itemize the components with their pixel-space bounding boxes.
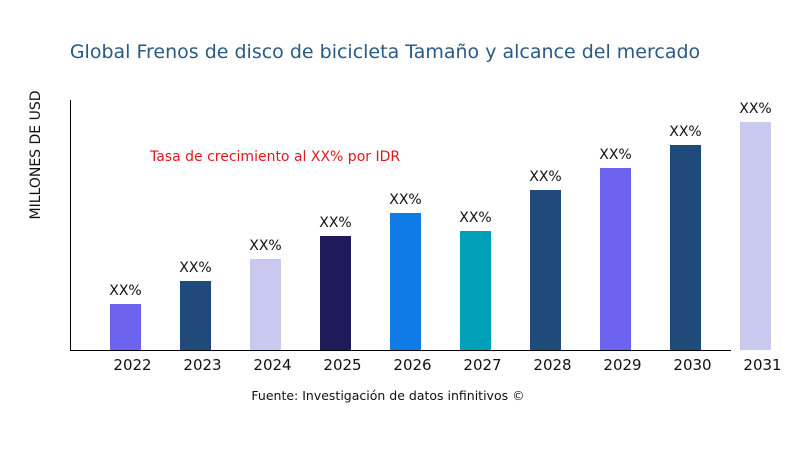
y-axis-label: MILLONES DE USD: [28, 91, 44, 220]
data-label-2022: XX%: [109, 283, 141, 299]
chart-title: Global Frenos de disco de bicicleta Tama…: [70, 41, 700, 63]
data-label-2029: XX%: [599, 147, 631, 163]
data-label-2028: XX%: [529, 169, 561, 185]
data-label-2030: XX%: [669, 124, 701, 140]
x-tick-label-2025: 2025: [323, 356, 361, 374]
bar-2023: [180, 281, 211, 350]
x-tick-label-2028: 2028: [533, 356, 571, 374]
data-label-2026: XX%: [389, 192, 421, 208]
bar-2029: [600, 168, 631, 350]
x-tick-label-2029: 2029: [603, 356, 641, 374]
x-tick-label-2022: 2022: [113, 356, 151, 374]
data-label-2025: XX%: [319, 215, 351, 231]
bar-2031: [740, 122, 771, 350]
bar-2028: [530, 190, 561, 350]
bar-2027: [460, 231, 491, 350]
x-tick-label-2026: 2026: [393, 356, 431, 374]
source-note: Fuente: Investigación de datos infinitiv…: [251, 388, 524, 403]
bar-2030: [670, 145, 701, 350]
x-tick-label-2027: 2027: [463, 356, 501, 374]
data-label-2023: XX%: [179, 260, 211, 276]
x-tick-label-2024: 2024: [253, 356, 291, 374]
data-label-2031: XX%: [739, 101, 771, 117]
bar-2025: [320, 236, 351, 350]
bar-2022: [110, 304, 141, 350]
growth-annotation: Tasa de crecimiento al XX% por IDR: [149, 149, 400, 165]
x-tick-label-2030: 2030: [673, 356, 711, 374]
x-tick-label-2031: 2031: [743, 356, 781, 374]
bar-2026: [390, 213, 421, 350]
x-tick-label-2023: 2023: [183, 356, 221, 374]
data-label-2024: XX%: [249, 238, 281, 254]
data-label-2027: XX%: [459, 210, 491, 226]
bar-2024: [250, 259, 281, 350]
